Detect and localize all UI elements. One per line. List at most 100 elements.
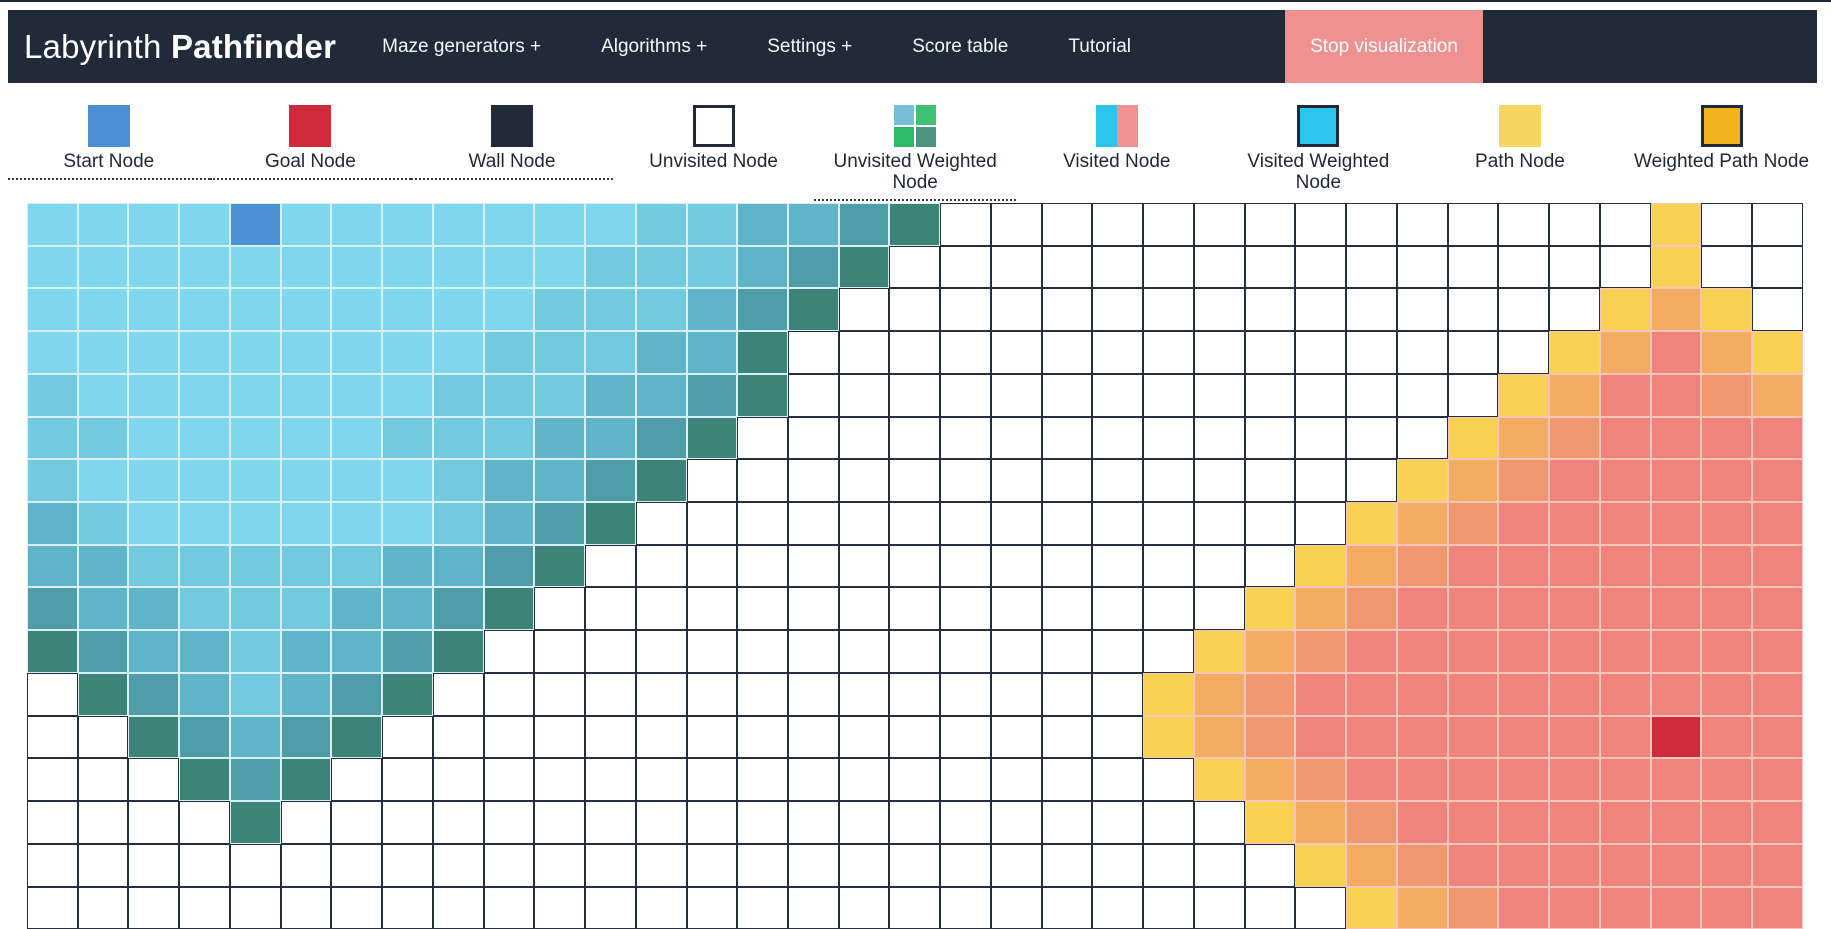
grid-cell[interactable] <box>1295 801 1347 844</box>
grid-cell[interactable] <box>940 672 991 716</box>
grid-cell[interactable] <box>1650 587 1702 631</box>
grid-cell[interactable] <box>280 331 332 374</box>
grid-cell[interactable] <box>432 843 484 887</box>
grid-cell[interactable] <box>77 843 129 887</box>
grid-cell[interactable] <box>1650 373 1702 417</box>
grid-cell[interactable] <box>1244 502 1296 545</box>
grid-cell[interactable] <box>737 630 789 673</box>
grid-cell[interactable] <box>1092 544 1144 588</box>
grid-cell[interactable] <box>1599 587 1651 631</box>
grid-cell[interactable] <box>686 587 738 631</box>
grid-cell[interactable] <box>432 758 484 802</box>
grid-cell[interactable] <box>635 758 687 802</box>
grid-cell[interactable] <box>1244 331 1296 374</box>
grid-cell[interactable] <box>331 245 383 289</box>
grid-cell[interactable] <box>280 502 332 545</box>
grid-cell[interactable] <box>1650 715 1702 759</box>
grid-cell[interactable] <box>686 843 738 887</box>
grid-cell[interactable] <box>1498 672 1550 716</box>
stop-visualization-button[interactable]: Stop visualization <box>1285 10 1483 83</box>
grid-cell[interactable] <box>1650 886 1702 929</box>
grid-cell[interactable] <box>940 459 991 503</box>
grid-cell[interactable] <box>1396 630 1448 673</box>
grid-cell[interactable] <box>635 544 687 588</box>
grid-cell[interactable] <box>27 544 78 588</box>
grid-cell[interactable] <box>737 587 789 631</box>
grid-cell[interactable] <box>483 544 535 588</box>
grid-cell[interactable] <box>1041 459 1093 503</box>
grid-cell[interactable] <box>838 459 890 503</box>
grid-cell[interactable] <box>940 331 991 374</box>
grid-cell[interactable] <box>1498 502 1550 545</box>
grid-cell[interactable] <box>1447 758 1499 802</box>
grid-cell[interactable] <box>838 758 890 802</box>
grid-cell[interactable] <box>77 672 129 716</box>
grid-cell[interactable] <box>1549 587 1600 631</box>
grid-cell[interactable] <box>432 801 484 844</box>
grid-cell[interactable] <box>838 801 890 844</box>
grid-cell[interactable] <box>128 801 180 844</box>
grid-cell[interactable] <box>432 502 484 545</box>
grid-cell[interactable] <box>990 459 1042 503</box>
grid-cell[interactable] <box>1295 886 1347 929</box>
grid-cell[interactable] <box>534 245 586 289</box>
grid-cell[interactable] <box>1650 203 1702 246</box>
grid-cell[interactable] <box>179 288 230 332</box>
grid-cell[interactable] <box>77 630 129 673</box>
grid-cell[interactable] <box>1701 587 1752 631</box>
grid-cell[interactable] <box>1346 373 1397 417</box>
grid-cell[interactable] <box>585 587 636 631</box>
grid-cell[interactable] <box>1346 758 1397 802</box>
grid-cell[interactable] <box>27 630 78 673</box>
grid-cell[interactable] <box>432 203 484 246</box>
grid-cell[interactable] <box>382 587 433 631</box>
grid-cell[interactable] <box>229 544 281 588</box>
grid-cell[interactable] <box>1447 587 1499 631</box>
grid-cell[interactable] <box>635 245 687 289</box>
grid-cell[interactable] <box>1650 416 1702 460</box>
grid-cell[interactable] <box>534 203 586 246</box>
grid-cell[interactable] <box>1650 245 1702 289</box>
grid-cell[interactable] <box>1498 288 1550 332</box>
grid-cell[interactable] <box>280 758 332 802</box>
grid-cell[interactable] <box>889 502 941 545</box>
grid-cell[interactable] <box>990 331 1042 374</box>
grid-cell[interactable] <box>534 587 586 631</box>
grid-cell[interactable] <box>1143 544 1194 588</box>
grid-cell[interactable] <box>686 502 738 545</box>
grid-cell[interactable] <box>1092 758 1144 802</box>
grid-cell[interactable] <box>1193 502 1245 545</box>
grid-cell[interactable] <box>737 502 789 545</box>
grid-cell[interactable] <box>1549 630 1600 673</box>
grid-cell[interactable] <box>1549 801 1600 844</box>
grid-cell[interactable] <box>1751 544 1803 588</box>
grid-cell[interactable] <box>1193 587 1245 631</box>
grid-cell[interactable] <box>1396 459 1448 503</box>
nav-item[interactable]: Algorithms + <box>601 35 708 57</box>
grid-cell[interactable] <box>1599 843 1651 887</box>
grid-cell[interactable] <box>1143 331 1194 374</box>
grid-cell[interactable] <box>331 843 383 887</box>
grid-cell[interactable] <box>1447 715 1499 759</box>
grid-cell[interactable] <box>1447 801 1499 844</box>
grid-cell[interactable] <box>331 288 383 332</box>
grid-cell[interactable] <box>686 544 738 588</box>
grid-cell[interactable] <box>534 886 586 929</box>
grid-cell[interactable] <box>1396 886 1448 929</box>
grid-cell[interactable] <box>27 587 78 631</box>
grid-cell[interactable] <box>179 715 230 759</box>
grid-cell[interactable] <box>1193 459 1245 503</box>
grid-cell[interactable] <box>788 502 839 545</box>
grid-cell[interactable] <box>889 801 941 844</box>
grid-cell[interactable] <box>1244 672 1296 716</box>
grid-cell[interactable] <box>1599 544 1651 588</box>
grid-cell[interactable] <box>534 672 586 716</box>
grid-cell[interactable] <box>737 245 789 289</box>
grid-cell[interactable] <box>1751 288 1803 332</box>
grid-cell[interactable] <box>940 843 991 887</box>
grid-cell[interactable] <box>788 672 839 716</box>
grid-cell[interactable] <box>940 373 991 417</box>
grid-cell[interactable] <box>179 672 230 716</box>
grid-cell[interactable] <box>331 331 383 374</box>
grid-cell[interactable] <box>1549 373 1600 417</box>
